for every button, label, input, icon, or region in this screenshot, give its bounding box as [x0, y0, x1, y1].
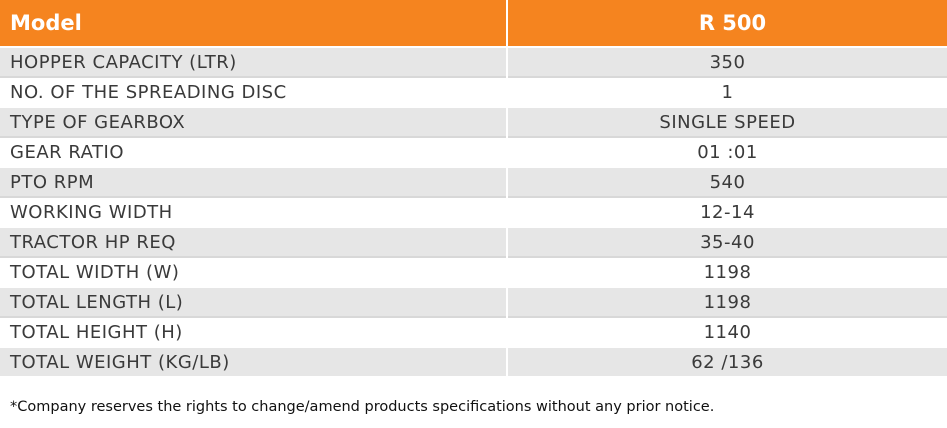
spec-row: TOTAL LENGTH (L) 1198	[0, 286, 947, 317]
spec-label: WORKING WIDTH	[0, 196, 508, 227]
spec-row: TOTAL WEIGHT (KG/LB) 62 /136	[0, 346, 947, 376]
spec-value: SINGLE SPEED	[507, 106, 947, 137]
spec-value: 1198	[507, 256, 947, 287]
spec-label: TRACTOR HP REQ	[0, 226, 508, 257]
spec-value: 540	[507, 166, 947, 197]
spec-label: NO. OF THE SPREADING DISC	[0, 76, 508, 107]
spec-value: 12-14	[507, 196, 947, 227]
spec-label: HOPPER CAPACITY (LTR)	[0, 46, 508, 77]
spec-label: TOTAL LENGTH (L)	[0, 286, 508, 317]
spec-value: 1140	[507, 316, 947, 347]
spec-value: 62 /136	[507, 346, 947, 376]
spec-value: 1198	[507, 286, 947, 317]
header-row: Model R 500	[0, 0, 947, 47]
spec-label: GEAR RATIO	[0, 136, 508, 167]
spec-row: GEAR RATIO 01 :01	[0, 136, 947, 167]
header-cell: R 500	[507, 0, 947, 47]
spec-label: TYPE OF GEARBOX	[0, 106, 508, 137]
spec-value: 1	[507, 76, 947, 107]
footnote: *Company reserves the rights to change/a…	[10, 399, 715, 415]
spec-label: PTO RPM	[0, 166, 508, 197]
spec-row: WORKING WIDTH 12-14	[0, 196, 947, 227]
spec-label: TOTAL WIDTH (W)	[0, 256, 508, 287]
spec-value: 350	[507, 46, 947, 77]
spec-label: TOTAL WEIGHT (KG/LB)	[0, 346, 508, 376]
spec-row: HOPPER CAPACITY (LTR) 350	[0, 46, 947, 77]
spec-row: TOTAL WIDTH (W) 1198	[0, 256, 947, 287]
spec-table: Model R 500 HOPPER CAPACITY (LTR) 350 NO. …	[0, 0, 947, 376]
spec-label: TOTAL HEIGHT (H)	[0, 316, 508, 347]
spec-row: TRACTOR HP REQ 35-40	[0, 226, 947, 257]
spec-row: TYPE OF GEARBOX SINGLE SPEED	[0, 106, 947, 137]
spec-row: TOTAL HEIGHT (H) 1140	[0, 316, 947, 347]
spec-row: NO. OF THE SPREADING DISC 1	[0, 76, 947, 107]
spec-value: 01 :01	[507, 136, 947, 167]
header-cell: Model	[0, 0, 508, 47]
spec-row: PTO RPM 540	[0, 166, 947, 197]
spec-value: 35-40	[507, 226, 947, 257]
